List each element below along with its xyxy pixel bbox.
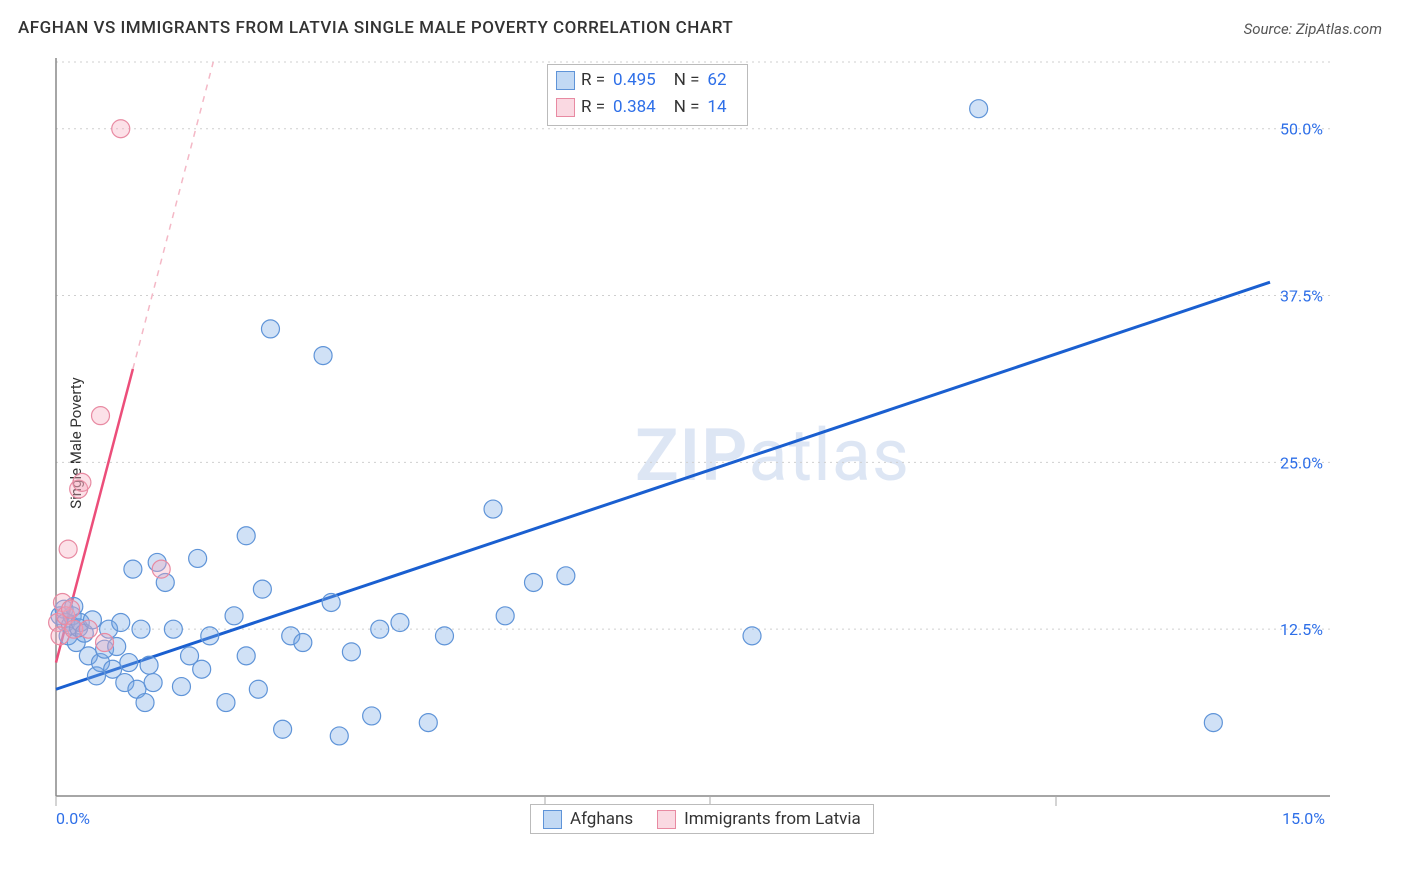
- scatter-point-latvia: [92, 407, 110, 425]
- scatter-point-afghans: [124, 560, 142, 578]
- scatter-point-afghans: [189, 549, 207, 567]
- trendline-afghans: [56, 282, 1270, 689]
- scatter-point-afghans: [435, 627, 453, 645]
- x-tick-label: 15.0%: [1282, 809, 1325, 828]
- r-label: R =: [581, 67, 605, 94]
- scatter-point-afghans: [314, 347, 332, 365]
- plot-area: Single Male Poverty ZIPatlas 12.5%25.0%3…: [50, 58, 1330, 828]
- scatter-point-afghans: [419, 714, 437, 732]
- n-label: N =: [674, 67, 700, 94]
- y-tick-label: 37.5%: [1280, 287, 1323, 306]
- scatter-point-afghans: [253, 580, 271, 598]
- swatch-blue-icon: [543, 810, 562, 829]
- scatter-point-afghans: [342, 643, 360, 661]
- trendline-latvia-dash: [133, 62, 213, 369]
- scatter-point-afghans: [330, 727, 348, 745]
- r-value-pink: 0.384: [613, 94, 656, 121]
- scatter-point-afghans: [132, 620, 150, 638]
- scatter-point-afghans: [557, 567, 575, 585]
- scatter-point-afghans: [249, 680, 267, 698]
- legend-item: Immigrants from Latvia: [657, 809, 861, 829]
- scatter-point-afghans: [112, 614, 130, 632]
- n-value-blue: 62: [707, 67, 726, 94]
- scatter-point-afghans: [363, 707, 381, 725]
- r-label: R =: [581, 94, 605, 121]
- scatter-point-afghans: [525, 573, 543, 591]
- scatter-point-afghans: [225, 607, 243, 625]
- chart-title: AFGHAN VS IMMIGRANTS FROM LATVIA SINGLE …: [18, 18, 733, 38]
- swatch-pink-icon: [556, 98, 575, 117]
- y-tick-label: 50.0%: [1280, 120, 1323, 139]
- scatter-point-afghans: [144, 674, 162, 692]
- swatch-pink-icon: [657, 810, 676, 829]
- source-label: Source: ZipAtlas.com: [1244, 20, 1382, 38]
- scatter-point-afghans: [201, 627, 219, 645]
- r-value-blue: 0.495: [613, 67, 656, 94]
- legend-stats-row: R = 0.495 N = 62: [556, 67, 739, 94]
- scatter-point-latvia: [73, 473, 91, 491]
- scatter-point-afghans: [237, 527, 255, 545]
- legend-label-pink: Immigrants from Latvia: [684, 809, 861, 829]
- scatter-point-afghans: [484, 500, 502, 518]
- scatter-point-latvia: [62, 600, 80, 618]
- scatter-point-afghans: [140, 656, 158, 674]
- scatter-point-afghans: [1204, 714, 1222, 732]
- scatter-point-latvia: [59, 540, 77, 558]
- scatter-point-afghans: [970, 100, 988, 118]
- scatter-point-afghans: [496, 607, 514, 625]
- scatter-point-afghans: [217, 694, 235, 712]
- scatter-point-latvia: [112, 120, 130, 138]
- legend-stats-row: R = 0.384 N = 14: [556, 94, 739, 121]
- scatter-point-afghans: [261, 320, 279, 338]
- scatter-point-latvia: [96, 634, 114, 652]
- scatter-point-afghans: [274, 720, 292, 738]
- x-tick-label: 0.0%: [56, 809, 90, 828]
- scatter-point-afghans: [294, 634, 312, 652]
- n-label: N =: [674, 94, 700, 121]
- y-tick-label: 25.0%: [1280, 453, 1323, 472]
- scatter-point-afghans: [237, 647, 255, 665]
- scatter-point-afghans: [193, 660, 211, 678]
- scatter-point-afghans: [391, 614, 409, 632]
- legend-label-blue: Afghans: [570, 809, 633, 829]
- scatter-point-afghans: [164, 620, 182, 638]
- scatter-point-afghans: [743, 627, 761, 645]
- scatter-point-afghans: [136, 694, 154, 712]
- legend-series: Afghans Immigrants from Latvia: [530, 804, 874, 834]
- scatter-point-afghans: [120, 654, 138, 672]
- chart-svg: 12.5% 25.0% 37.5% 50.0% 0.0% 15.0%: [50, 58, 1330, 828]
- y-tick-label: 12.5%: [1280, 620, 1323, 639]
- scatter-point-afghans: [172, 678, 190, 696]
- swatch-blue-icon: [556, 71, 575, 90]
- n-value-pink: 14: [707, 94, 726, 121]
- scatter-point-latvia: [79, 620, 97, 638]
- scatter-point-afghans: [322, 593, 340, 611]
- legend-item: Afghans: [543, 809, 633, 829]
- legend-stats: R = 0.495 N = 62 R = 0.384 N = 14: [547, 64, 748, 126]
- scatter-point-afghans: [371, 620, 389, 638]
- scatter-point-latvia: [152, 560, 170, 578]
